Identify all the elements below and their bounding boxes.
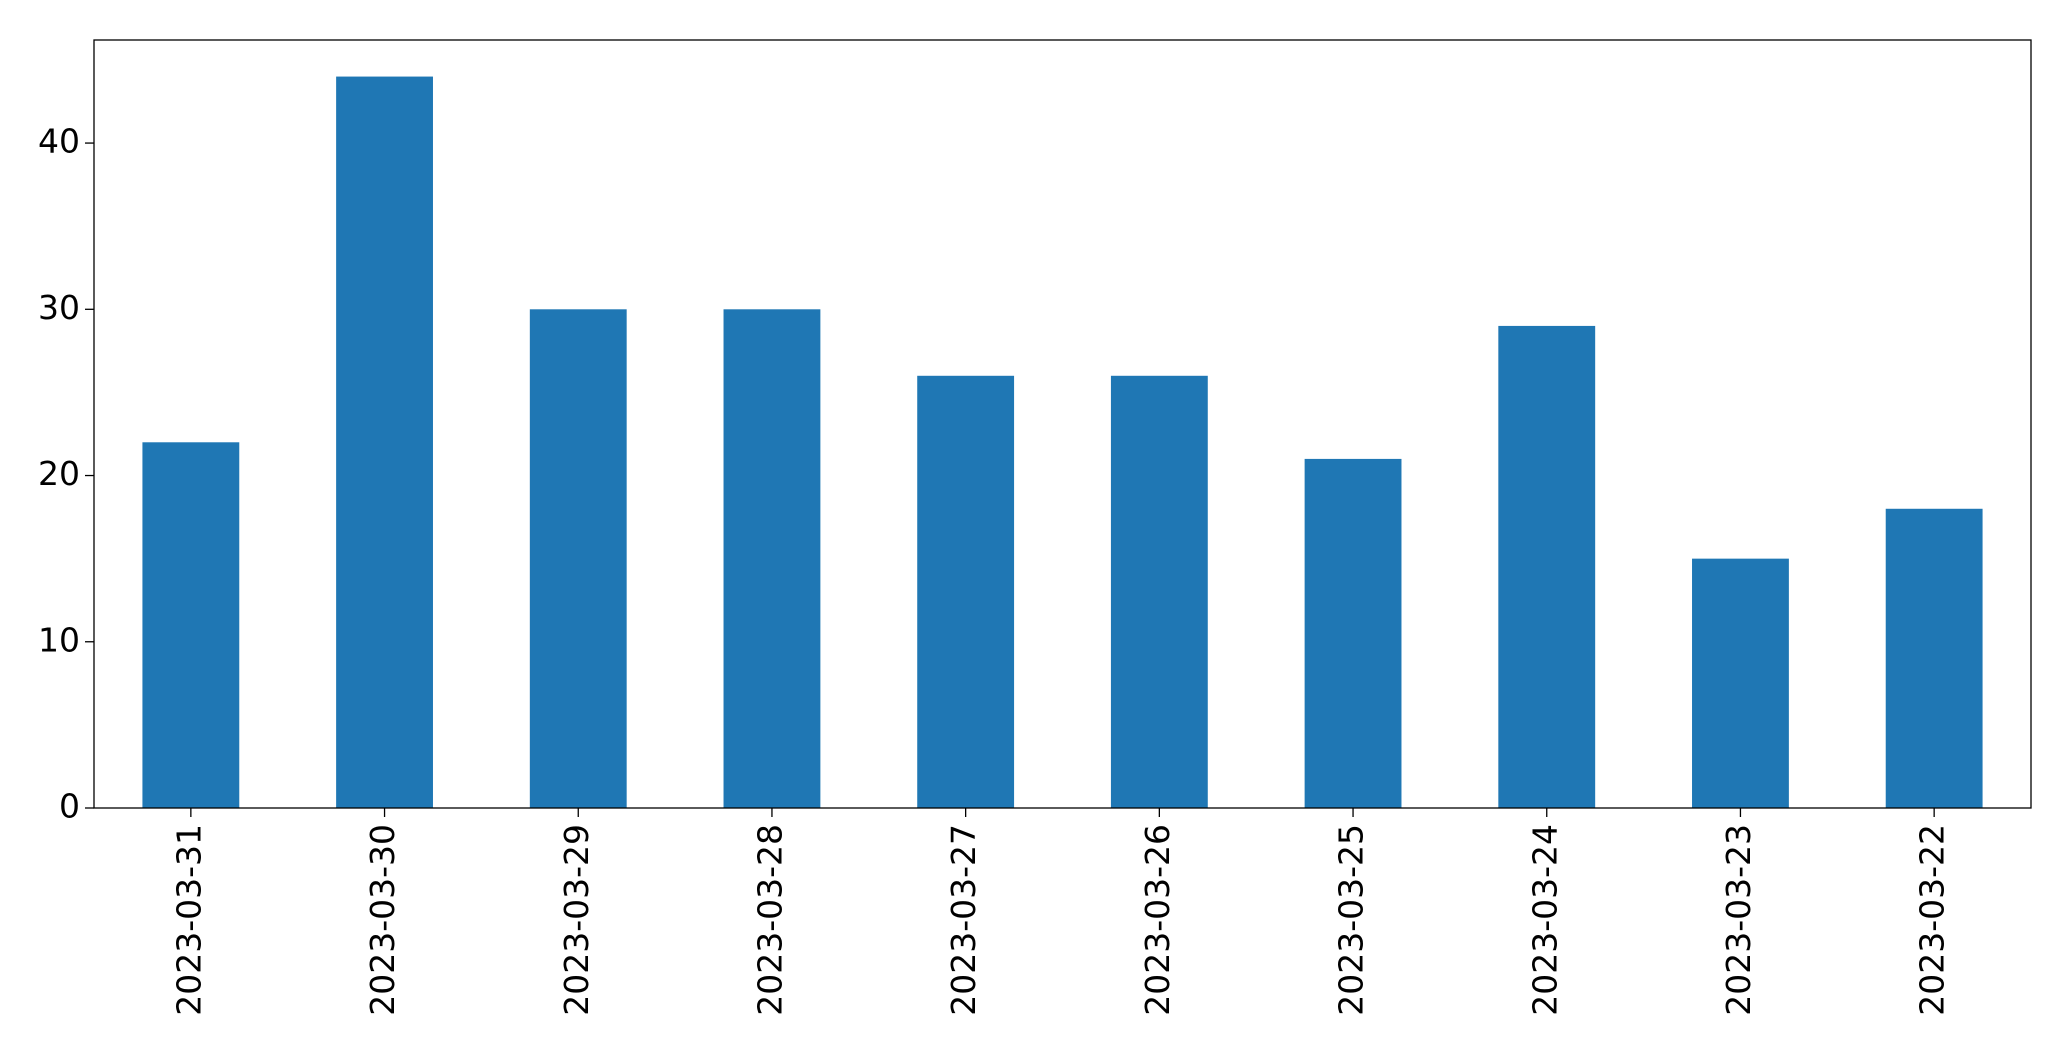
- x-tick-label: 2023-03-26: [1138, 824, 1177, 1016]
- x-tick-label: 2023-03-27: [944, 824, 983, 1016]
- bar: [529, 309, 627, 808]
- bar: [917, 375, 1015, 808]
- x-tick-label: 2023-03-25: [1332, 824, 1371, 1016]
- x-tick-label: 2023-03-24: [1525, 824, 1564, 1016]
- x-tick-label: 2023-03-28: [750, 824, 789, 1016]
- bar: [723, 309, 821, 808]
- y-tick-label: 20: [38, 454, 80, 493]
- bar: [1885, 508, 1983, 808]
- bar: [1304, 458, 1402, 808]
- x-tick-label: 2023-03-22: [1913, 824, 1952, 1016]
- bar: [1692, 558, 1789, 808]
- bar: [1110, 375, 1208, 808]
- x-tick-label: 2023-03-23: [1719, 824, 1758, 1016]
- plot-frame: [93, 39, 2032, 809]
- bar: [142, 442, 240, 808]
- bar: [1498, 325, 1596, 808]
- x-tick-label: 2023-03-30: [363, 824, 402, 1016]
- y-tick-label: 40: [38, 122, 80, 161]
- x-tick-label: 2023-03-31: [169, 824, 208, 1016]
- y-tick-label: 10: [38, 620, 80, 659]
- bar: [336, 76, 433, 809]
- y-tick-label: 30: [38, 288, 80, 327]
- x-tick-label: 2023-03-29: [557, 824, 596, 1016]
- y-tick-label: 0: [59, 787, 80, 826]
